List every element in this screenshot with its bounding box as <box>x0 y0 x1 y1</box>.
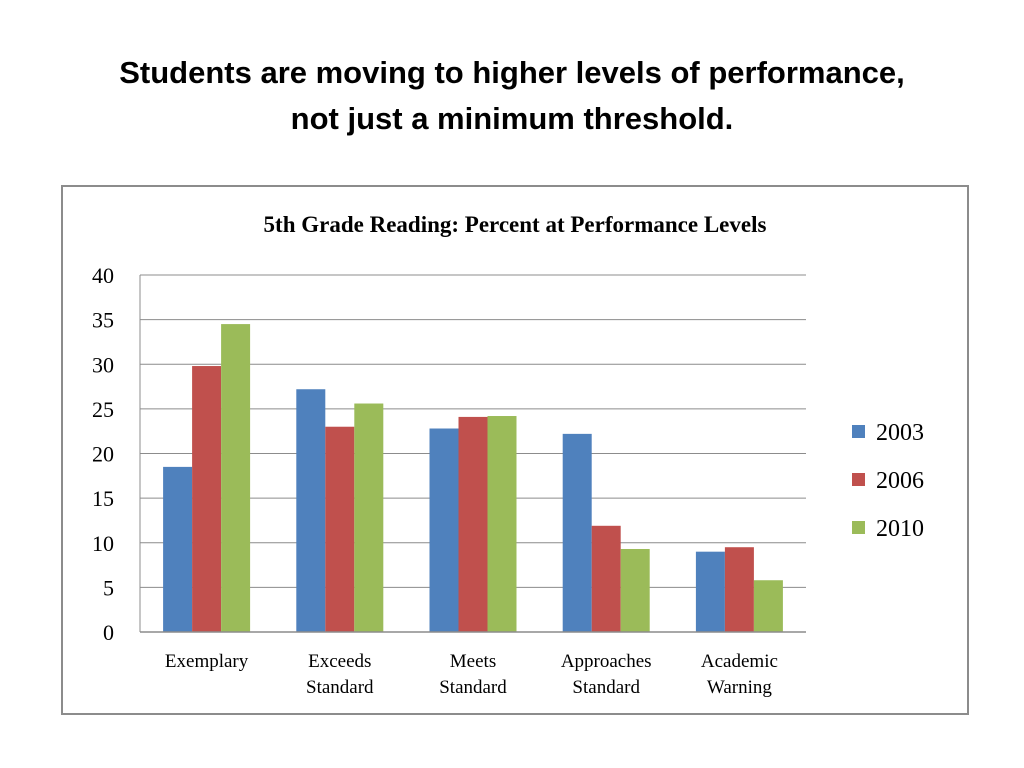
x-category-label: Standard <box>572 677 640 698</box>
bar-2010-3 <box>620 548 650 632</box>
bar-2006-4 <box>724 547 754 632</box>
x-category-label: Approaches <box>561 651 652 672</box>
legend-swatch-2003 <box>852 425 865 438</box>
y-tick-label: 0 <box>103 620 114 645</box>
x-category-label: Academic <box>701 651 778 672</box>
x-category-label: Standard <box>439 677 507 698</box>
legend-label-2003: 2003 <box>876 420 924 446</box>
y-tick-label: 30 <box>92 352 114 377</box>
y-tick-label: 35 <box>92 308 114 333</box>
bar-2010-2 <box>487 416 517 632</box>
x-category-label: Warning <box>707 677 772 698</box>
legend-swatch-2006 <box>852 473 865 486</box>
x-category-label: Meets <box>450 651 496 672</box>
bar-2010-1 <box>354 403 384 632</box>
slide-title: Students are moving to higher levels of … <box>0 50 1024 142</box>
bars <box>163 324 783 632</box>
legend-label-2010: 2010 <box>876 516 924 542</box>
bar-2006-1 <box>325 426 355 632</box>
bar-2003-0 <box>163 466 193 632</box>
slide-title-line-2: not just a minimum threshold. <box>290 101 734 136</box>
y-tick-label: 40 <box>92 263 114 288</box>
x-category-label: Standard <box>306 677 374 698</box>
x-category-label: Exceeds <box>308 651 371 672</box>
chart-title: 5th Grade Reading: Percent at Performanc… <box>264 212 767 237</box>
y-tick-label: 20 <box>92 442 114 467</box>
legend-label-2006: 2006 <box>876 468 924 494</box>
axes <box>139 275 806 633</box>
bar-2003-2 <box>429 428 459 632</box>
legend: 2003 2006 2010 <box>852 420 924 542</box>
bar-2010-0 <box>221 324 251 632</box>
y-tick-label: 5 <box>103 575 114 600</box>
bar-2006-0 <box>192 366 222 632</box>
x-axis-categories: Exemplary Exceeds Standard Meets Standard App… <box>165 651 778 698</box>
x-category-label: Exemplary <box>165 651 249 672</box>
y-tick-label: 10 <box>92 531 114 556</box>
bar-2006-3 <box>591 525 621 632</box>
bar-2010-4 <box>753 580 783 632</box>
y-tick-label: 15 <box>92 486 114 511</box>
slide-title-line-1: Students are moving to higher levels of … <box>119 55 905 90</box>
legend-swatch-2010 <box>852 521 865 534</box>
bar-2006-2 <box>458 416 488 632</box>
bar-2003-1 <box>296 389 326 632</box>
y-tick-label: 25 <box>92 397 114 422</box>
y-axis-ticks: 0 5 10 15 20 25 30 35 40 <box>92 263 114 645</box>
bar-2003-4 <box>695 551 725 632</box>
bar-2003-3 <box>562 433 592 632</box>
